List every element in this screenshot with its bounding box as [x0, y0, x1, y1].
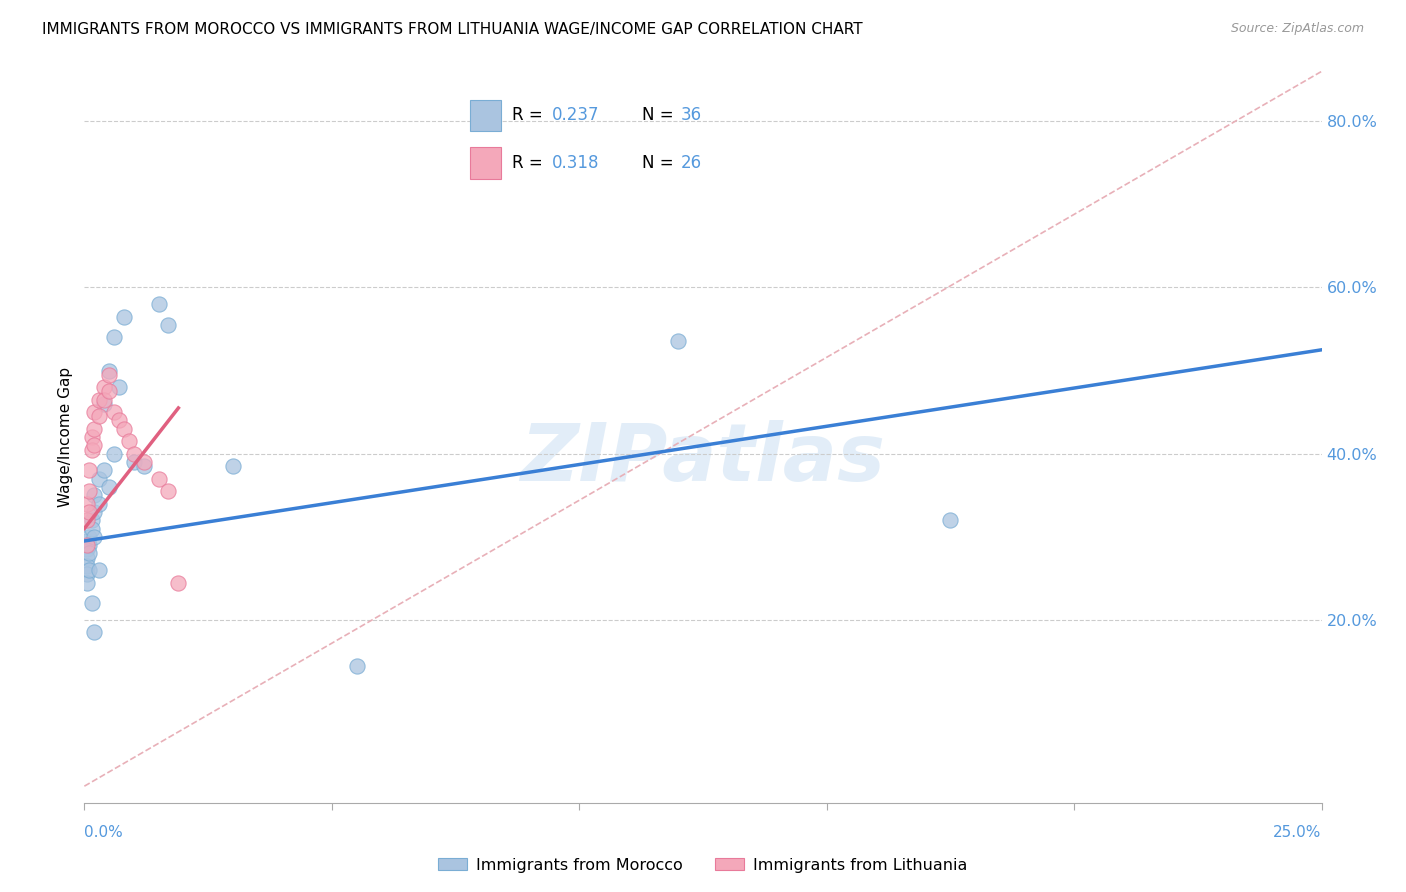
Point: [80, 442, 103, 457]
Point: [79, 463, 101, 477]
Legend: Immigrants from Morocco, Immigrants from Lithuania: Immigrants from Morocco, Immigrants from…: [432, 851, 974, 879]
Point: [98, 368, 121, 382]
Y-axis label: Wage/Income Gap: Wage/Income Gap: [58, 367, 73, 508]
Point: [93, 392, 115, 407]
Point: [108, 380, 131, 394]
Point: [98, 384, 121, 399]
Point: [132, 459, 155, 474]
Point: [89, 472, 111, 486]
Point: [103, 405, 125, 419]
Point: [93, 397, 115, 411]
Point: [79, 563, 101, 577]
Point: [79, 546, 101, 560]
Point: [83, 422, 105, 436]
Point: [157, 318, 180, 332]
Point: [108, 413, 131, 427]
Point: [89, 409, 111, 424]
Point: [666, 334, 689, 349]
Point: [939, 513, 962, 527]
Point: [222, 459, 245, 474]
Point: [79, 505, 101, 519]
Point: [103, 330, 125, 344]
Point: [98, 480, 121, 494]
Point: [122, 447, 145, 461]
Point: [93, 463, 115, 477]
Point: [76, 558, 98, 573]
Point: [76, 533, 98, 548]
Point: [118, 434, 141, 449]
Text: Source: ZipAtlas.com: Source: ZipAtlas.com: [1230, 22, 1364, 36]
Point: [80, 430, 103, 444]
Point: [80, 513, 103, 527]
Text: IMMIGRANTS FROM MOROCCO VS IMMIGRANTS FROM LITHUANIA WAGE/INCOME GAP CORRELATION: IMMIGRANTS FROM MOROCCO VS IMMIGRANTS FR…: [42, 22, 863, 37]
Point: [346, 658, 368, 673]
Point: [167, 575, 190, 590]
Point: [83, 530, 105, 544]
Point: [76, 550, 98, 565]
Point: [80, 596, 103, 610]
Point: [93, 380, 115, 394]
Point: [83, 488, 105, 502]
Point: [79, 530, 101, 544]
Point: [79, 484, 101, 499]
Point: [132, 455, 155, 469]
Point: [89, 497, 111, 511]
Point: [80, 521, 103, 535]
Point: [148, 297, 170, 311]
Point: [76, 513, 98, 527]
Point: [83, 625, 105, 640]
Point: [112, 310, 135, 324]
Point: [89, 563, 111, 577]
Point: [157, 484, 180, 499]
Point: [83, 405, 105, 419]
Point: [83, 505, 105, 519]
Text: 0.0%: 0.0%: [84, 825, 124, 840]
Text: 25.0%: 25.0%: [1274, 825, 1322, 840]
Point: [122, 455, 145, 469]
Point: [112, 422, 135, 436]
Point: [98, 363, 121, 377]
Point: [83, 438, 105, 452]
Point: [103, 447, 125, 461]
Point: [79, 538, 101, 552]
Point: [148, 472, 170, 486]
Point: [76, 497, 98, 511]
Point: [89, 392, 111, 407]
Text: ZIPatlas: ZIPatlas: [520, 420, 886, 498]
Point: [76, 575, 98, 590]
Point: [76, 538, 98, 552]
Point: [76, 542, 98, 557]
Point: [76, 567, 98, 582]
